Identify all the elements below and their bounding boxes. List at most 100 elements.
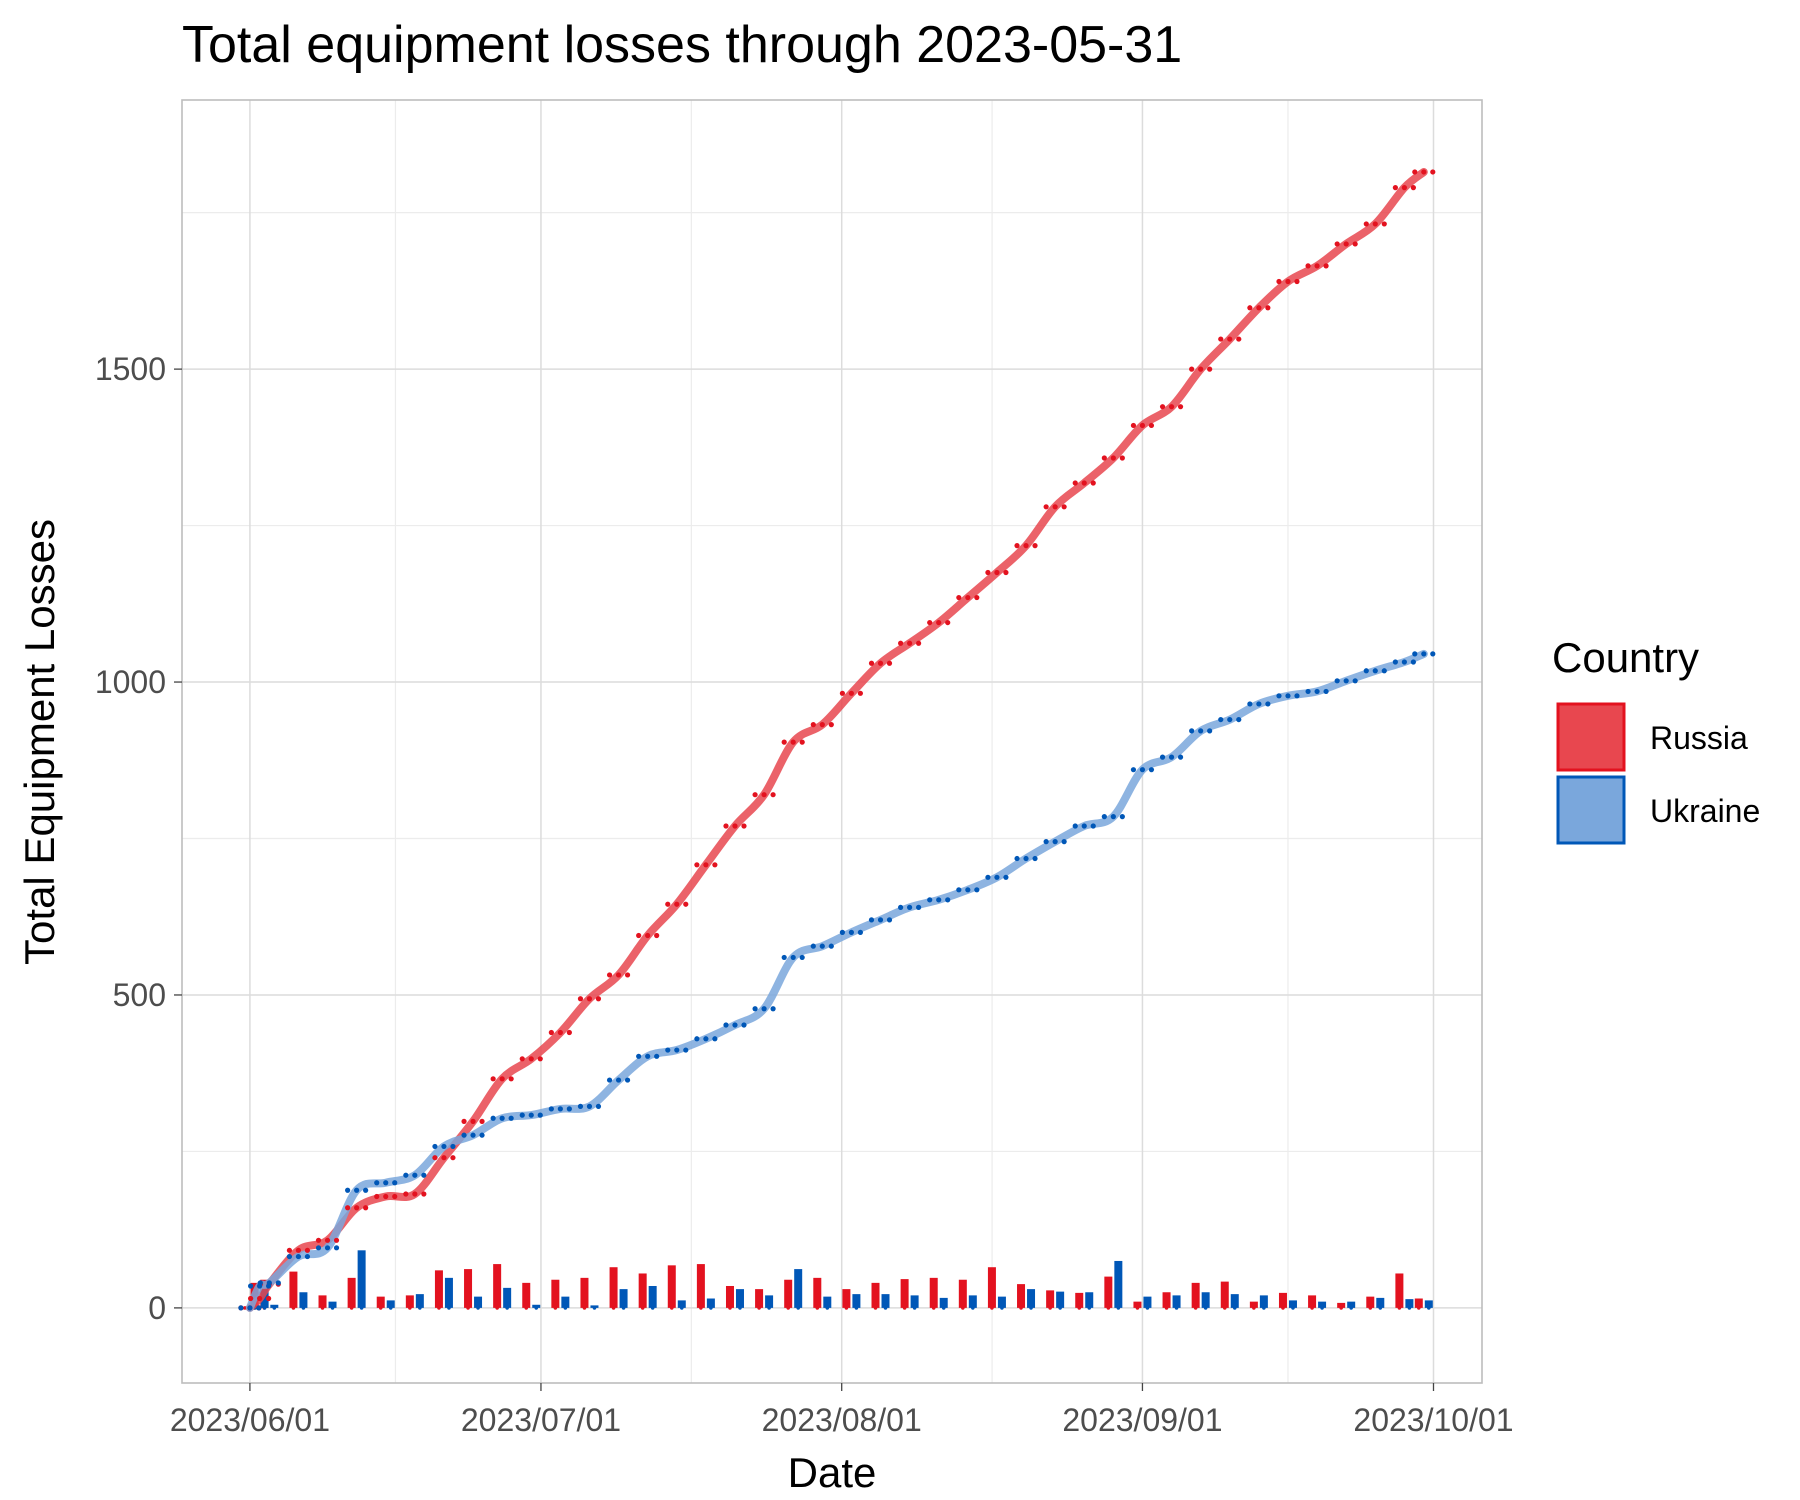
- point-ukraine: [275, 1280, 281, 1286]
- point-ukraine: [1159, 754, 1166, 760]
- baseline-point-ukraine: [563, 1306, 568, 1310]
- bar-ukraine: [648, 1285, 657, 1308]
- point-ukraine: [1168, 754, 1175, 760]
- point-ukraine: [499, 1115, 505, 1121]
- bar-ukraine: [910, 1295, 919, 1308]
- point-ukraine: [1072, 823, 1078, 829]
- point-russia: [432, 1155, 438, 1161]
- baseline-point-ukraine: [447, 1306, 451, 1310]
- point-ukraine: [479, 1132, 485, 1138]
- point-russia: [1130, 422, 1137, 429]
- point-russia: [333, 1237, 340, 1243]
- baseline-point-ukraine: [505, 1306, 509, 1310]
- point-russia: [392, 1193, 398, 1200]
- point-russia: [528, 1056, 534, 1062]
- bar-ukraine: [1347, 1301, 1356, 1308]
- point-russia: [877, 660, 884, 666]
- point-russia: [1381, 221, 1387, 227]
- point-russia: [441, 1155, 447, 1161]
- point-russia: [295, 1247, 302, 1253]
- baseline-point-russia: [961, 1306, 965, 1310]
- point-russia: [916, 640, 922, 646]
- baseline-point-ukraine: [825, 1306, 830, 1310]
- point-ukraine: [732, 1022, 738, 1028]
- point-ukraine: [432, 1143, 438, 1150]
- point-ukraine: [1294, 693, 1300, 699]
- baseline-point-ukraine: [534, 1306, 539, 1310]
- legend: Country Russia Ukraine: [1552, 634, 1760, 845]
- point-russia: [907, 640, 913, 646]
- bar-ukraine: [1259, 1295, 1268, 1308]
- baseline-point-ukraine: [1378, 1306, 1383, 1310]
- point-ukraine: [1148, 767, 1155, 773]
- point-ukraine: [257, 1280, 263, 1286]
- point-ukraine: [1110, 814, 1116, 820]
- bar-russia: [900, 1279, 909, 1308]
- point-ukraine: [1381, 668, 1387, 674]
- point-ukraine: [363, 1187, 369, 1193]
- point-russia: [683, 901, 689, 907]
- point-ukraine: [1247, 701, 1253, 707]
- baseline-point-ukraine: [262, 1306, 267, 1310]
- x-tick-label: 2023/07/01: [461, 1402, 621, 1438]
- point-ukraine: [247, 1305, 253, 1311]
- bar-ukraine: [619, 1289, 628, 1308]
- baseline-point-ukraine: [476, 1306, 480, 1310]
- point-russia: [936, 619, 942, 626]
- point-russia: [470, 1118, 476, 1124]
- point-russia: [956, 594, 962, 601]
- bar-russia: [1278, 1292, 1287, 1308]
- bar-russia: [1162, 1292, 1171, 1308]
- point-russia: [868, 660, 875, 666]
- point-ukraine: [450, 1143, 456, 1150]
- bar-russia: [638, 1273, 647, 1308]
- point-ukraine: [1014, 855, 1020, 862]
- point-ukraine: [1177, 754, 1184, 760]
- point-ukraine: [868, 917, 875, 923]
- baseline-point-russia: [699, 1306, 703, 1310]
- baseline-point-russia: [1368, 1306, 1373, 1310]
- baseline-point-ukraine: [767, 1306, 771, 1310]
- baseline-point-ukraine: [854, 1306, 859, 1310]
- point-ukraine: [421, 1172, 427, 1178]
- point-russia: [499, 1076, 505, 1082]
- point-russia: [810, 722, 816, 728]
- point-russia: [490, 1076, 496, 1082]
- x-axis-title: Date: [788, 1449, 877, 1496]
- point-ukraine: [1139, 767, 1146, 773]
- bar-russia: [522, 1282, 531, 1308]
- point-russia: [1198, 366, 1204, 372]
- bar-ukraine: [1056, 1291, 1065, 1308]
- point-russia: [1363, 221, 1369, 227]
- bar-russia: [725, 1285, 734, 1308]
- bar-russia: [1395, 1273, 1404, 1308]
- point-ukraine: [354, 1187, 360, 1193]
- legend-label-russia: Russia: [1650, 720, 1748, 756]
- point-ukraine: [1119, 814, 1125, 820]
- point-russia: [694, 862, 700, 868]
- point-ukraine: [295, 1253, 302, 1260]
- point-russia: [741, 823, 747, 829]
- point-ukraine: [761, 1006, 767, 1012]
- point-russia: [1003, 569, 1009, 576]
- point-russia: [606, 972, 613, 978]
- point-ukraine: [654, 1053, 660, 1059]
- baseline-point-russia: [728, 1306, 732, 1310]
- baseline-point-russia: [1019, 1306, 1023, 1310]
- point-russia: [450, 1155, 456, 1161]
- point-ukraine: [412, 1172, 418, 1178]
- point-ukraine: [1363, 668, 1369, 674]
- point-russia: [799, 739, 805, 745]
- point-russia: [1072, 480, 1078, 486]
- baseline-point-ukraine: [592, 1306, 597, 1310]
- point-russia: [1410, 185, 1416, 191]
- point-ukraine: [723, 1022, 729, 1028]
- point-russia: [927, 619, 933, 626]
- bar-russia: [289, 1271, 298, 1308]
- point-ukraine: [1392, 659, 1398, 665]
- baseline-point-ukraine: [709, 1306, 713, 1310]
- bar-ukraine: [1201, 1292, 1210, 1308]
- point-russia: [257, 1295, 263, 1302]
- point-ukraine: [916, 904, 922, 910]
- point-ukraine: [898, 904, 904, 910]
